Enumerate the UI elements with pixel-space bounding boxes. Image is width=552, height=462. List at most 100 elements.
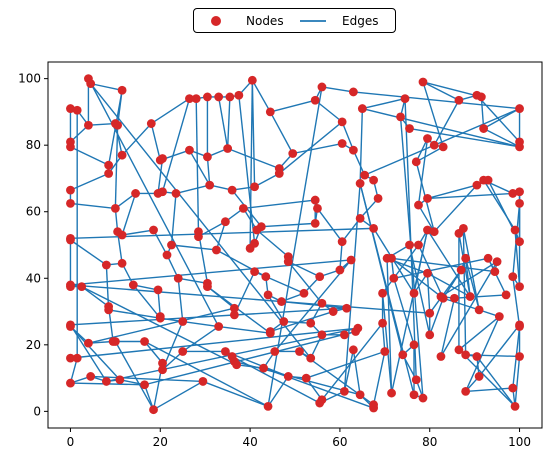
graph-node: [104, 305, 113, 314]
graph-node: [158, 365, 167, 374]
graph-node: [102, 261, 111, 270]
graph-edge: [322, 87, 353, 92]
graph-node: [115, 375, 124, 384]
graph-node: [140, 337, 149, 346]
graph-edge: [228, 97, 230, 149]
graph-node: [199, 377, 208, 386]
graph-node: [515, 104, 524, 113]
graph-node: [86, 79, 95, 88]
graph-node: [349, 345, 358, 354]
graph-node: [313, 204, 322, 213]
x-tick-label: 60: [332, 435, 347, 449]
graph-edge: [219, 97, 228, 149]
graph-node: [306, 354, 315, 363]
graph-node: [302, 374, 311, 383]
graph-node: [466, 292, 475, 301]
graph-edge: [293, 144, 342, 154]
y-tick-label: 100: [18, 72, 41, 86]
graph-edge: [178, 278, 207, 283]
graph-node: [234, 91, 243, 100]
graph-node: [479, 124, 488, 133]
graph-node: [515, 199, 524, 208]
graph-node: [111, 204, 120, 213]
graph-node: [461, 254, 470, 263]
graph-node: [203, 282, 212, 291]
graph-node: [84, 121, 93, 130]
graph-node: [315, 399, 324, 408]
graph-edge: [279, 122, 342, 174]
graph-node: [275, 164, 284, 173]
graph-node: [495, 312, 504, 321]
graph-node: [250, 267, 259, 276]
graph-node: [203, 152, 212, 161]
graph-edge: [252, 80, 270, 112]
graph-edge: [183, 322, 219, 327]
graph-node: [259, 364, 268, 373]
graph-node: [353, 324, 362, 333]
graph-node: [410, 390, 419, 399]
graph-node: [369, 400, 378, 409]
graph-edge: [270, 100, 315, 112]
graph-edge: [70, 285, 429, 313]
graph-node: [147, 119, 156, 128]
graph-node: [430, 227, 439, 236]
graph-node: [77, 282, 86, 291]
graph-node: [459, 224, 468, 233]
graph-node: [347, 256, 356, 265]
graph-node: [515, 142, 524, 151]
graph-node: [203, 93, 212, 102]
graph-node: [118, 86, 127, 95]
legend-label-nodes: Nodes: [246, 14, 284, 28]
graph-node: [295, 347, 304, 356]
graph-node: [490, 267, 499, 276]
graph-node: [279, 317, 288, 326]
graph-node: [261, 272, 270, 281]
graph-edge: [434, 185, 477, 232]
graph-node: [230, 310, 239, 319]
graph-node: [154, 286, 163, 295]
graph-edge: [427, 193, 512, 198]
graph-node: [140, 380, 149, 389]
graph-node: [318, 299, 327, 308]
graph-node: [178, 317, 187, 326]
graph-node: [66, 322, 75, 331]
y-tick-label: 80: [26, 138, 41, 152]
graph-node: [228, 186, 237, 195]
graph-node: [158, 187, 167, 196]
graph-node: [356, 214, 365, 223]
graph-node: [172, 189, 181, 198]
graph-node: [66, 142, 75, 151]
graph-node: [214, 322, 223, 331]
graph-edge: [317, 208, 342, 241]
graph-node: [515, 282, 524, 291]
graph-node: [311, 196, 320, 205]
graph-node: [472, 352, 481, 361]
graph-node: [380, 347, 389, 356]
graph-node: [318, 330, 327, 339]
graph-node: [475, 305, 484, 314]
graph-node: [374, 194, 383, 203]
graph-node: [284, 372, 293, 381]
graph-edge: [203, 381, 268, 406]
graph-node: [493, 257, 502, 266]
graph-node: [461, 387, 470, 396]
graph-node: [358, 104, 367, 113]
graph-node: [239, 204, 248, 213]
graph-node: [378, 319, 387, 328]
graph-node: [511, 226, 520, 235]
graph-edge: [477, 356, 515, 406]
graph-node: [86, 372, 95, 381]
graph-edge: [270, 112, 292, 154]
graph-node: [410, 289, 419, 298]
graph-node: [73, 354, 82, 363]
graph-node: [396, 113, 405, 122]
graph-node: [405, 124, 414, 133]
graph-node: [475, 372, 484, 381]
graph-node: [414, 241, 423, 250]
graph-node: [340, 330, 349, 339]
graph-node: [205, 181, 214, 190]
x-tick-label: 100: [508, 435, 531, 449]
graph-node: [455, 96, 464, 105]
graph-node: [311, 219, 320, 228]
